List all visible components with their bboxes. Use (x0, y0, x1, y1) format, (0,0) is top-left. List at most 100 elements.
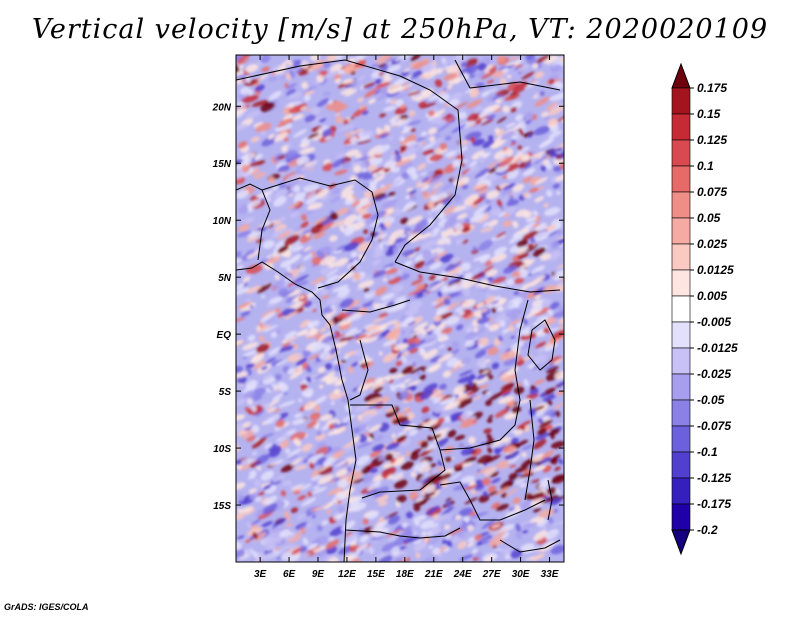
field-cell (463, 193, 479, 206)
field-cell (422, 141, 438, 150)
field-cell (245, 63, 259, 73)
field-cell (253, 395, 263, 401)
field-cell (247, 199, 262, 209)
field-cell (420, 477, 430, 483)
field-cell (303, 401, 316, 411)
field-cell (413, 504, 421, 512)
field-cell (548, 250, 561, 261)
field-cell (321, 128, 333, 138)
field-cell (486, 190, 500, 200)
field-cell (403, 316, 415, 324)
field-cell (555, 147, 563, 152)
field-cell (236, 464, 243, 470)
field-cell (488, 392, 503, 401)
field-cell (367, 164, 378, 171)
field-cell (533, 307, 551, 316)
field-cell (245, 380, 258, 390)
field-cell (523, 329, 531, 337)
field-cell (509, 507, 515, 512)
field-cell (423, 383, 438, 394)
field-cell (534, 71, 545, 79)
field-cell (476, 374, 487, 381)
field-cell (411, 278, 424, 286)
field-cell (481, 118, 494, 126)
field-cell (416, 370, 422, 376)
field-cell (433, 406, 446, 414)
field-cell (451, 123, 467, 134)
field-cell (503, 265, 517, 274)
field-cell (359, 534, 369, 543)
field-cell (450, 411, 465, 422)
field-cell (237, 301, 251, 310)
field-cell (547, 229, 560, 237)
field-cell (511, 429, 518, 434)
field-cell (413, 221, 429, 234)
field-cell (428, 274, 437, 282)
field-cell (540, 450, 554, 461)
field-cell (534, 379, 546, 385)
field-cell (252, 451, 257, 455)
field-cell (482, 491, 488, 497)
field-cell (402, 338, 408, 344)
field-cell (275, 307, 282, 313)
field-cell (407, 288, 424, 296)
field-cell (437, 291, 443, 298)
field-cell (419, 390, 434, 400)
field-cell (552, 519, 564, 526)
field-cell (288, 531, 295, 536)
field-cell (298, 398, 303, 403)
field-cell (319, 414, 333, 421)
field-cell (455, 324, 464, 331)
field-cell (477, 62, 487, 71)
field-cell (532, 156, 548, 165)
field-cell (405, 451, 411, 457)
field-cell (548, 431, 555, 440)
field-cell (335, 468, 349, 478)
x-tick-label: 15E (367, 569, 385, 580)
field-cell (316, 525, 323, 532)
field-cell (240, 86, 250, 95)
field-cell (344, 404, 352, 412)
field-cell (427, 170, 435, 178)
y-tick-label: 15N (213, 159, 232, 170)
field-cell (407, 215, 423, 226)
field-cell (413, 337, 421, 344)
field-cell (502, 391, 511, 398)
field-cell (457, 442, 465, 449)
field-cell (494, 295, 501, 301)
field-cell (432, 397, 443, 404)
field-cell (413, 322, 428, 332)
field-cell (423, 189, 439, 200)
field-cell (424, 538, 429, 542)
colorbar-label: -0.025 (697, 367, 731, 381)
field-cell (373, 434, 385, 442)
field-cell (276, 121, 290, 128)
colorbar-swatch (671, 217, 691, 245)
field-cell (251, 352, 265, 360)
field-cell (381, 466, 396, 479)
field-cell (316, 431, 322, 436)
field-cell (293, 490, 301, 495)
field-cell (472, 267, 481, 274)
field-cell (342, 78, 354, 85)
field-cell (477, 454, 492, 465)
field-cell (311, 256, 322, 265)
field-cell (272, 475, 286, 483)
field-cell (332, 284, 349, 293)
field-cell (464, 166, 479, 174)
field-cell (423, 483, 436, 494)
field-cell (502, 196, 511, 202)
field-cell (388, 86, 406, 94)
field-cell (292, 462, 303, 469)
field-cell (414, 95, 423, 102)
field-cell (307, 491, 313, 497)
field-cell (264, 414, 281, 425)
field-cell (325, 268, 339, 278)
field-cell (432, 227, 441, 234)
field-cell (429, 388, 445, 399)
field-cell (333, 513, 343, 521)
field-cell (341, 359, 347, 363)
field-cell (517, 252, 529, 260)
field-cell (241, 342, 259, 351)
field-cell (297, 352, 304, 358)
